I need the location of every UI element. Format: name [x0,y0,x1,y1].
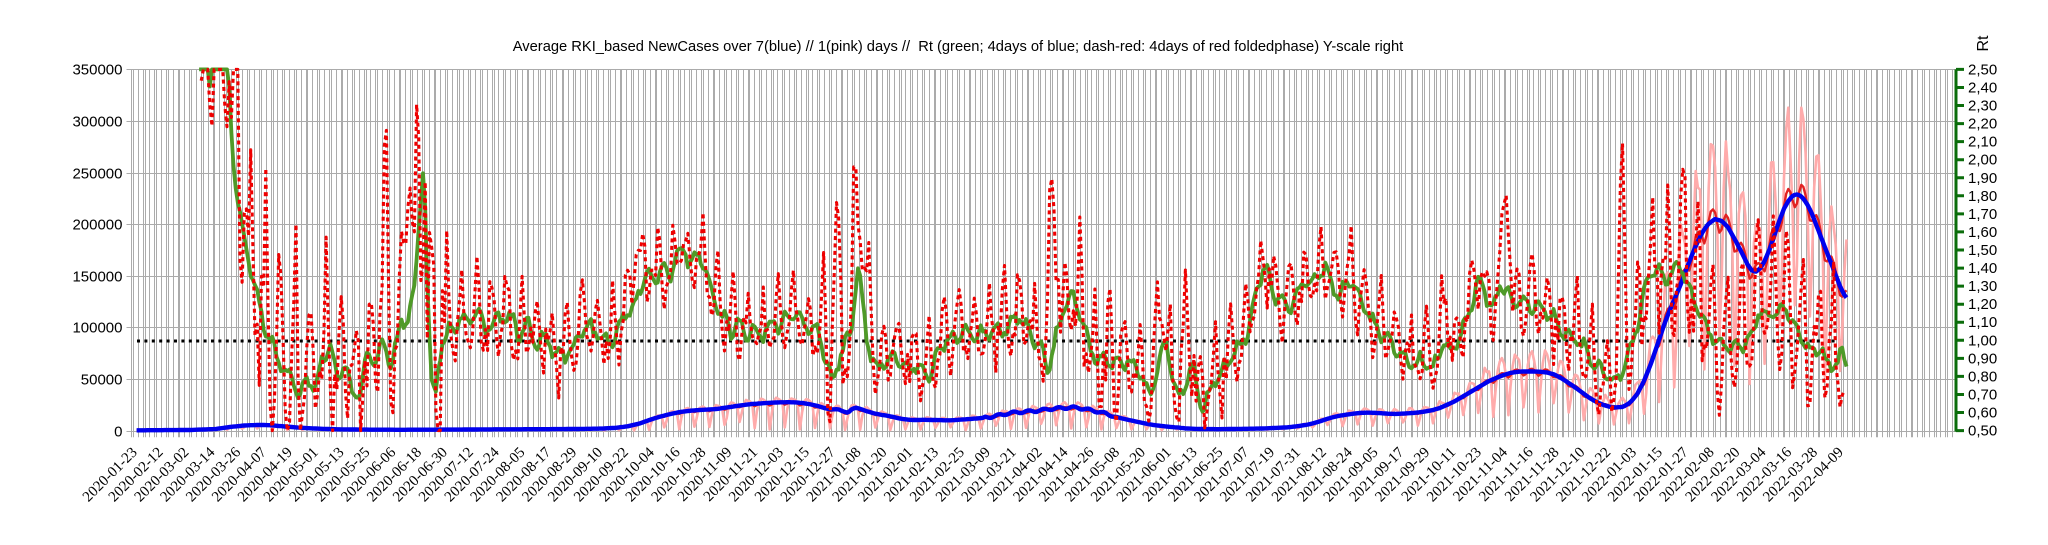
svg-text:2,20: 2,20 [1968,116,1997,133]
svg-text:1,10: 1,10 [1968,314,1997,331]
svg-text:0,70: 0,70 [1968,387,1997,404]
svg-text:0,80: 0,80 [1968,368,1997,385]
svg-text:2,40: 2,40 [1968,80,1997,97]
svg-text:1,70: 1,70 [1968,206,1997,223]
svg-text:150000: 150000 [72,269,122,286]
svg-text:1,00: 1,00 [1968,332,1997,349]
svg-text:50000: 50000 [81,372,123,389]
svg-text:1,30: 1,30 [1968,278,1997,295]
svg-text:350000: 350000 [72,62,122,79]
svg-text:2,10: 2,10 [1968,134,1997,151]
svg-text:0,60: 0,60 [1968,405,1997,422]
svg-text:100000: 100000 [72,320,122,337]
svg-text:1,20: 1,20 [1968,296,1997,313]
svg-text:0,50: 0,50 [1968,423,1997,440]
svg-text:200000: 200000 [72,217,122,234]
svg-text:1,80: 1,80 [1968,188,1997,205]
svg-text:2,30: 2,30 [1968,98,1997,115]
svg-text:Average RKI_based NewCases ove: Average RKI_based NewCases over 7(blue) … [513,39,1403,55]
svg-text:2,50: 2,50 [1968,61,1997,78]
svg-text:2,00: 2,00 [1968,152,1997,169]
svg-text:Rt: Rt [1975,35,1992,52]
svg-text:1,50: 1,50 [1968,242,1997,259]
svg-text:300000: 300000 [72,114,122,131]
svg-text:250000: 250000 [72,166,122,183]
svg-text:1,40: 1,40 [1968,260,1997,277]
svg-text:0,90: 0,90 [1968,350,1997,367]
svg-text:1,90: 1,90 [1968,170,1997,187]
svg-text:0: 0 [114,424,122,441]
svg-text:1,60: 1,60 [1968,224,1997,241]
